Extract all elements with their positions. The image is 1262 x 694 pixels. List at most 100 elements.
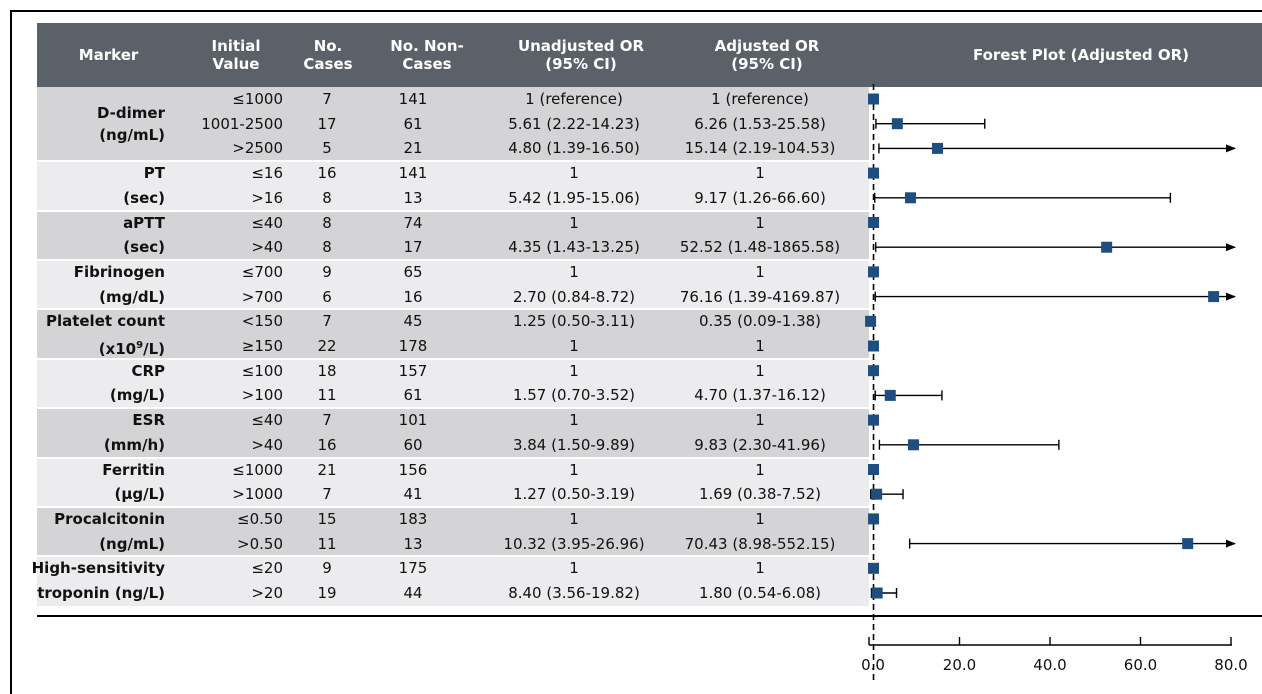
cell-unadj: 1 xyxy=(569,509,579,528)
cell-cases: 8 xyxy=(322,238,332,257)
table-header: Marker Initial Value No. Cases No. Non- … xyxy=(37,23,1262,87)
cell-cases: 17 xyxy=(317,114,337,133)
marker-label: Ferritin xyxy=(102,460,165,479)
marker-label: D-dimer xyxy=(96,104,165,123)
cell-non: 41 xyxy=(403,485,423,504)
marker-label: (sec) xyxy=(123,238,165,257)
cell-init: >20 xyxy=(251,584,283,602)
cell-non: 21 xyxy=(403,139,423,158)
cell-unadj: 4.80 (1.39-16.50) xyxy=(508,139,640,158)
or-point xyxy=(868,414,880,426)
row-separator xyxy=(37,160,869,163)
cell-adj: 1 xyxy=(755,509,765,528)
cell-non: 101 xyxy=(398,411,428,430)
bottom-rule xyxy=(37,615,1262,617)
cell-init: ≤40 xyxy=(251,411,283,430)
or-point xyxy=(868,365,880,377)
cell-non: 13 xyxy=(403,188,423,207)
cell-init: ≤100 xyxy=(241,361,283,380)
cell-unadj: 1 (reference) xyxy=(525,90,623,108)
cell-unadj: 10.32 (3.95-26.96) xyxy=(503,534,645,553)
cell-unadj: 1 xyxy=(569,337,579,355)
row-separator xyxy=(37,555,869,558)
cell-cases: 7 xyxy=(322,411,332,430)
cell-adj: 1.69 (0.38-7.52) xyxy=(698,485,822,504)
cell-adj: 1 xyxy=(755,559,765,578)
cell-cases: 7 xyxy=(322,485,332,504)
marker-label: (µg/L) xyxy=(114,485,165,504)
or-point xyxy=(871,587,883,599)
cell-cases: 16 xyxy=(317,435,337,454)
cell-unadj: 1 xyxy=(569,213,579,232)
cell-non: 13 xyxy=(403,534,423,553)
marker-band xyxy=(37,87,869,162)
cell-adj: 15.14 (2.19-104.53) xyxy=(684,139,836,158)
cell-cases: 15 xyxy=(317,509,337,528)
cell-non: 141 xyxy=(398,164,428,183)
row-separator xyxy=(37,308,869,311)
cell-cases: 11 xyxy=(317,534,337,553)
cell-adj: 4.70 (1.37-16.12) xyxy=(694,386,826,405)
marker-band xyxy=(37,161,869,211)
x-tick-label: 20.0 xyxy=(943,656,976,674)
cell-non: 45 xyxy=(403,312,423,331)
cell-non: 16 xyxy=(403,287,423,306)
cell-cases: 9 xyxy=(322,262,332,281)
marker-band xyxy=(37,457,869,507)
cell-init: ≤0.50 xyxy=(237,509,283,528)
row-separator xyxy=(37,456,869,459)
marker-label: troponin (ng/L) xyxy=(37,584,165,602)
cell-adj: 1 xyxy=(755,262,765,281)
cell-cases: 8 xyxy=(322,213,332,232)
cell-unadj: 5.42 (1.95-15.06) xyxy=(508,188,640,207)
cell-adj: 52.52 (1.48-1865.58) xyxy=(679,238,841,257)
cell-adj: 1.80 (0.54-6.08) xyxy=(698,584,822,602)
cell-init: >1000 xyxy=(232,485,283,504)
cell-unadj: 1.25 (0.50-3.11) xyxy=(512,312,636,331)
cell-unadj: 4.35 (1.43-13.25) xyxy=(508,238,640,257)
or-point xyxy=(1101,241,1113,253)
header-initial-value: Initial Value xyxy=(211,37,261,73)
row-separator xyxy=(37,357,869,360)
cell-unadj: 8.40 (3.56-19.82) xyxy=(508,584,640,602)
or-point xyxy=(1208,291,1220,303)
marker-label: (ng/mL) xyxy=(99,126,165,145)
cell-adj: 1 xyxy=(755,337,765,355)
cell-non: 141 xyxy=(398,90,428,108)
cell-adj: 9.17 (1.26-66.60) xyxy=(694,188,826,207)
cell-non: 157 xyxy=(398,361,428,380)
cell-unadj: 5.61 (2.22-14.23) xyxy=(508,114,640,133)
cell-adj: 1 xyxy=(755,411,765,430)
cell-non: 178 xyxy=(398,337,428,355)
cell-non: 44 xyxy=(403,584,423,602)
cell-cases: 9 xyxy=(322,559,332,578)
marker-label: PT xyxy=(143,164,165,183)
cell-adj: 76.16 (1.39-4169.87) xyxy=(679,287,841,306)
header-marker: Marker xyxy=(78,46,139,64)
cell-init: >0.50 xyxy=(237,534,283,553)
x-tick-label: 0.0 xyxy=(861,656,885,674)
marker-band xyxy=(37,408,869,458)
or-point xyxy=(868,93,880,105)
header-noncases: No. Non- Cases xyxy=(390,37,464,73)
cell-non: 65 xyxy=(403,262,423,281)
cell-init: ≤20 xyxy=(251,559,283,578)
cell-non: 74 xyxy=(403,213,423,232)
marker-label: Platelet count xyxy=(45,312,165,331)
cell-cases: 16 xyxy=(317,164,337,183)
marker-label: (mg/dL) xyxy=(99,287,165,306)
marker-band xyxy=(37,210,869,260)
or-point xyxy=(1182,538,1194,550)
cell-non: 60 xyxy=(403,435,423,454)
cell-non: 17 xyxy=(403,238,423,257)
cell-adj: 6.26 (1.53-25.58) xyxy=(694,114,826,133)
or-point xyxy=(868,217,880,228)
or-point xyxy=(868,167,880,179)
cell-cases: 7 xyxy=(322,90,332,108)
cell-adj: 1 xyxy=(755,164,765,183)
cell-init: >700 xyxy=(241,287,283,306)
header-unadjusted-or: Unadjusted OR (95% CI) xyxy=(517,37,645,73)
x-tick-label: 40.0 xyxy=(1033,656,1066,674)
cell-unadj: 1 xyxy=(569,559,579,578)
marker-band xyxy=(37,358,869,409)
